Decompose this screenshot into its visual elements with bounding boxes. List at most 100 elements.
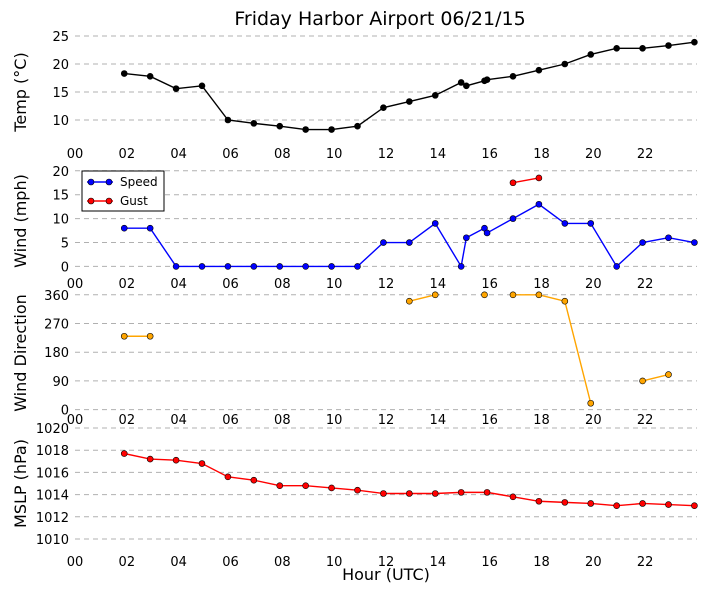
- mslp-data-point: [483, 489, 491, 496]
- direction-x-tick-label: 10: [326, 413, 343, 428]
- mslp-data-point: [302, 482, 309, 490]
- direction-x-tick-label: 22: [637, 413, 654, 428]
- mslp-y-tick-label: 1010: [36, 533, 69, 548]
- wind-data-point: [198, 263, 206, 270]
- mslp-data-point: [691, 502, 698, 510]
- direction-y-tick-label: 360: [44, 289, 69, 304]
- temp-x-tick-label: 16: [481, 147, 498, 162]
- temp-data-point: [457, 79, 465, 86]
- temp-data-point: [406, 98, 413, 105]
- wind-x-tick-label: 08: [274, 277, 291, 292]
- direction-data-point: [481, 291, 488, 299]
- wind-data-point: [509, 215, 517, 222]
- temp-data-point: [665, 42, 672, 49]
- x-axis-label: Hour (UTC): [342, 565, 430, 584]
- direction-y-tick-label: 90: [52, 375, 69, 390]
- temp-x-tick-label: 22: [637, 147, 654, 162]
- temp-data-point: [380, 104, 387, 111]
- temp-panel: 10 15 20 25 00 02 04 06 08 10 12 14 16 18 20 22 Temp (°C…: [11, 30, 698, 162]
- temp-data-point: [691, 38, 698, 46]
- wind-data-point: [172, 263, 180, 270]
- wind-data-point: [146, 224, 154, 232]
- mslp-x-tick-label: 08: [274, 555, 291, 570]
- mslp-x-tick-label: 00: [67, 555, 84, 570]
- wind-panel: 0 5 10 15 20 00 02 04 06 08 10 12 14 16 18 20 22 Wind (mp…: [11, 165, 698, 292]
- mslp-data-point: [380, 490, 387, 497]
- temp-data-point: [146, 73, 154, 80]
- temp-data-point: [328, 126, 335, 133]
- direction-data-point: [146, 332, 154, 340]
- mslp-data-point: [587, 500, 595, 507]
- wind-x-tick-label: 00: [67, 277, 84, 292]
- mslp-x-tick-label: 20: [585, 555, 602, 570]
- temp-data-point: [224, 116, 232, 124]
- temp-x-tick-label: 08: [274, 147, 291, 162]
- temp-y-tick-label: 15: [52, 86, 69, 101]
- temp-data-point: [354, 122, 361, 130]
- wind-data-point: [302, 263, 309, 270]
- mslp-y-tick-label: 1016: [36, 466, 69, 481]
- temp-y-tick-label: 25: [52, 30, 69, 45]
- mslp-data-point: [172, 456, 180, 464]
- direction-data-point: [431, 291, 439, 299]
- mslp-data-point: [276, 482, 284, 490]
- wind-y-tick-label: 20: [52, 165, 69, 180]
- wind-data-point: [535, 174, 543, 182]
- temp-data-point: [561, 60, 569, 68]
- temp-data-point: [587, 51, 595, 58]
- direction-data-point: [561, 297, 569, 305]
- mslp-data-point: [665, 501, 672, 508]
- mslp-x-tick-label: 04: [170, 555, 187, 570]
- wind-x-tick-label: 10: [326, 277, 343, 292]
- mslp-data-point: [406, 490, 413, 497]
- wind-data-point: [431, 220, 439, 227]
- temp-x-tick-label: 00: [67, 147, 84, 162]
- mslp-data-point: [613, 502, 620, 510]
- temp-data-point: [172, 85, 180, 92]
- chart-title: Friday Harbor Airport 06/21/15: [234, 8, 525, 30]
- wind-y-tick-label: 15: [52, 189, 69, 204]
- mslp-data-point: [457, 489, 465, 496]
- wind-data-point: [483, 229, 491, 237]
- temp-data-point: [120, 70, 128, 77]
- direction-x-tick-label: 14: [430, 413, 447, 428]
- wind-data-point: [463, 234, 470, 242]
- direction-y-tick-label: 180: [44, 346, 69, 361]
- mslp-x-tick-label: 18: [533, 555, 550, 570]
- mslp-data-point: [639, 500, 646, 507]
- wind-x-tick-label: 20: [585, 277, 602, 292]
- direction-x-tick-label: 12: [378, 413, 395, 428]
- mslp-x-tick-label: 02: [119, 555, 136, 570]
- wind-x-tick-label: 18: [533, 277, 550, 292]
- temp-data-point: [302, 126, 309, 133]
- direction-data-point: [509, 291, 517, 299]
- direction-x-tick-label: 20: [585, 413, 602, 428]
- direction-x-tick-label: 06: [222, 413, 239, 428]
- wind-y-tick-label: 0: [61, 260, 69, 275]
- wind-x-tick-label: 14: [430, 277, 447, 292]
- temp-y-tick-label: 10: [52, 114, 69, 129]
- legend-swatch-marker: [87, 178, 95, 186]
- direction-series-line: [642, 373, 669, 382]
- mslp-data-point: [120, 450, 128, 457]
- temp-x-tick-label: 12: [378, 147, 395, 162]
- temp-data-point: [509, 73, 517, 80]
- temp-data-point: [431, 92, 439, 99]
- mslp-y-tick-label: 1020: [36, 422, 69, 437]
- wind-y-axis-label: Wind (mph): [11, 174, 30, 268]
- wind-data-point: [613, 263, 620, 270]
- temp-x-tick-label: 06: [222, 147, 239, 162]
- temp-data-point: [250, 120, 258, 127]
- wind-x-tick-label: 02: [119, 277, 136, 292]
- direction-x-tick-label: 00: [67, 413, 84, 428]
- temp-x-tick-label: 14: [430, 147, 447, 162]
- direction-x-tick-label: 04: [170, 413, 187, 428]
- wind-data-point: [250, 263, 258, 270]
- temp-y-tick-label: 20: [52, 58, 69, 73]
- direction-x-tick-label: 02: [119, 413, 136, 428]
- mslp-x-tick-label: 06: [222, 555, 239, 570]
- temp-x-tick-label: 18: [533, 147, 550, 162]
- wind-legend: [81, 170, 165, 212]
